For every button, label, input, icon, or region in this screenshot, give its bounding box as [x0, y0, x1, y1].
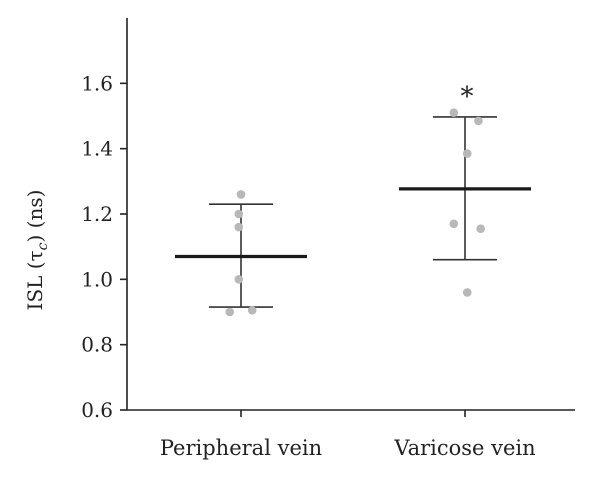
y-axis-label: ISL (τc) (ns) [23, 190, 51, 311]
significance-marker-1: * [461, 82, 474, 112]
data-point-0-0 [236, 190, 246, 199]
y-tick-label-4: 1.4 [81, 137, 113, 161]
group-0 [175, 190, 307, 317]
data-point-1-0 [449, 108, 459, 118]
group-1: * [399, 82, 531, 297]
x-tick-label-0: Peripheral vein [160, 436, 322, 460]
y-tick-label-3: 1.2 [81, 202, 113, 226]
data-point-1-5 [462, 288, 472, 297]
data-point-1-4 [476, 224, 485, 233]
x-tick-label-1: Varicose vein [393, 436, 535, 460]
plot-area: * [175, 82, 531, 317]
x-axis: Peripheral vein Varicose vein [127, 409, 575, 460]
data-point-0-2 [234, 222, 244, 232]
data-point-1-2 [462, 149, 472, 158]
data-point-1-1 [474, 116, 483, 126]
y-tick-label-5: 1.6 [81, 71, 113, 95]
y-tick-label-2: 1.0 [81, 267, 113, 291]
y-axis: 0.6 0.8 1.0 1.2 1.4 1.6 [81, 18, 128, 422]
data-point-1-3 [449, 219, 459, 229]
data-point-0-5 [247, 306, 257, 315]
data-point-0-3 [234, 275, 244, 284]
data-point-0-1 [234, 209, 244, 219]
data-point-0-4 [225, 307, 235, 317]
y-tick-label-0: 0.6 [81, 398, 113, 422]
y-tick-label-1: 0.8 [81, 333, 113, 357]
